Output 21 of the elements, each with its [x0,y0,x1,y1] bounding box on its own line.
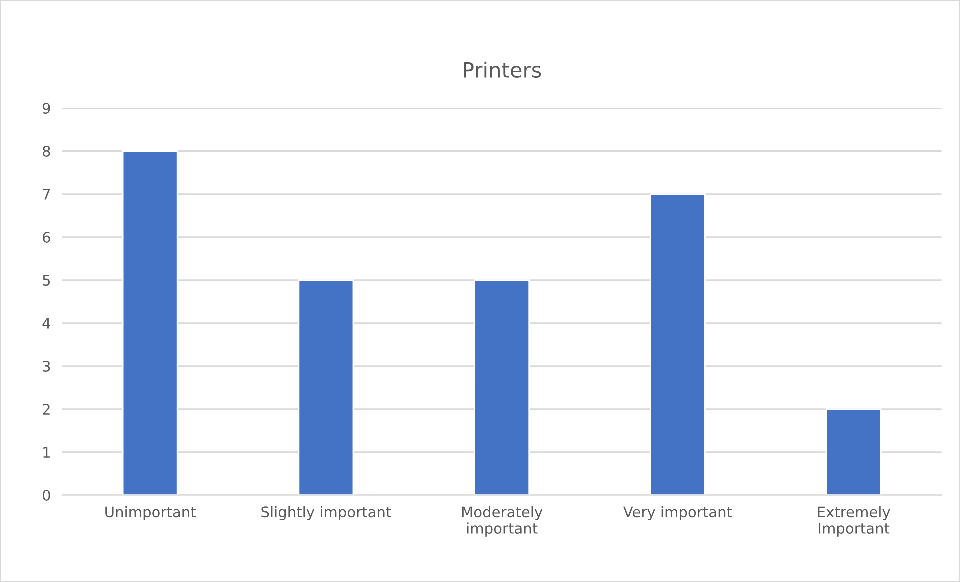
bar [122,150,178,496]
x-tick-label: Slightly important [262,506,392,521]
y-tick-label: 7 [43,189,50,200]
y-tick-label: 9 [42,102,50,114]
y-tick-label: 6 [43,232,50,244]
bar [826,408,882,496]
y-tick-label: 2 [43,404,50,415]
x-tick-label: Extremely Important [818,506,890,537]
x-tick-label: Very important [624,506,732,521]
x-tick-label: Moderately important [462,506,543,537]
y-tick-label: 5 [43,275,50,286]
bar [474,280,530,496]
y-tick-label: 8 [43,146,50,158]
y-tick-label: 1 [44,447,50,458]
x-tick-label: Unimportant [106,506,196,521]
bar [650,194,706,496]
y-tick-label: 4 [42,318,50,329]
bar [298,280,354,496]
y-tick-label: 3 [43,360,50,372]
chart-title: Printers [464,62,542,78]
y-tick-label: 0 [42,490,50,502]
